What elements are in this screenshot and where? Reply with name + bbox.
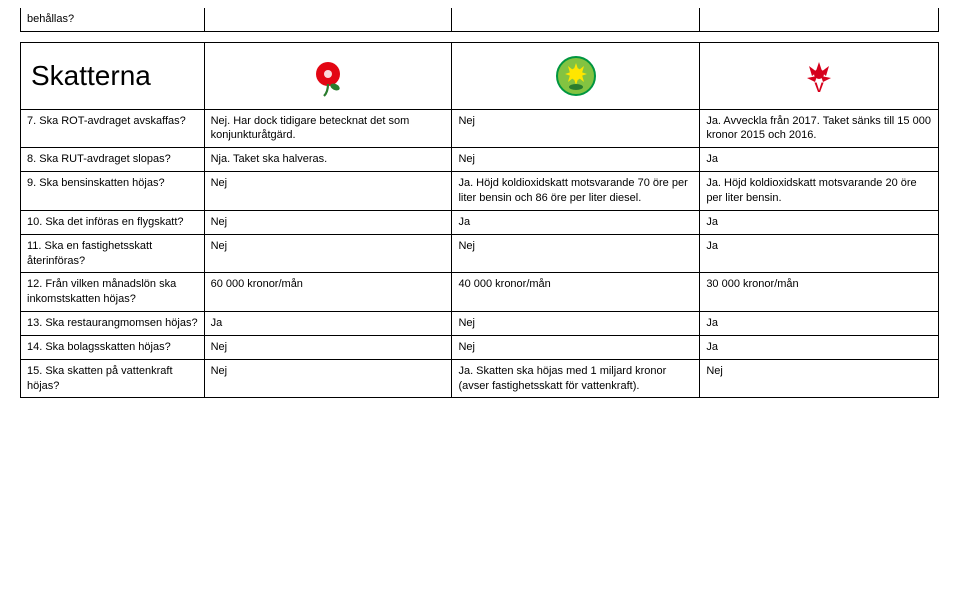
- party-mp-cell: [452, 42, 700, 109]
- svg-text:V: V: [814, 79, 824, 95]
- party-v-cell: V: [700, 42, 939, 109]
- dandelion-icon: [554, 54, 598, 98]
- answer-cell: Ja. Skatten ska höjas med 1 miljard kron…: [452, 359, 700, 398]
- answer-cell: Nej: [204, 234, 452, 273]
- answer-cell: Ja: [700, 335, 939, 359]
- party-s-cell: [204, 42, 452, 109]
- answer-cell: Nej: [452, 109, 700, 148]
- answer-cell: Ja: [204, 312, 452, 336]
- header-row: Skatterna: [21, 42, 939, 109]
- answer-cell: Nej: [700, 359, 939, 398]
- question-cell: 15. Ska skatten på vattenkraft höjas?: [21, 359, 205, 398]
- answer-cell: 60 000 kronor/mån: [204, 273, 452, 312]
- fragment-row: behållas?: [21, 8, 939, 31]
- table-row: 8. Ska RUT-avdraget slopas? Nja. Taket s…: [21, 148, 939, 172]
- answer-cell: Nej: [204, 210, 452, 234]
- question-cell: 8. Ska RUT-avdraget slopas?: [21, 148, 205, 172]
- question-cell: 11. Ska en fastighetsskatt återinföras?: [21, 234, 205, 273]
- answer-cell: Ja: [452, 210, 700, 234]
- answer-cell: Nja. Taket ska halveras.: [204, 148, 452, 172]
- rose-icon: [306, 54, 350, 98]
- fragment-q: behållas?: [21, 8, 205, 31]
- answer-cell: Ja: [700, 312, 939, 336]
- answer-cell: Nej: [204, 172, 452, 211]
- table-row: 10. Ska det införas en flygskatt? Nej Ja…: [21, 210, 939, 234]
- answer-cell: Nej: [204, 335, 452, 359]
- main-table: Skatterna: [20, 42, 939, 399]
- answer-cell: Nej. Har dock tidigare betecknat det som…: [204, 109, 452, 148]
- answer-cell: Ja: [700, 148, 939, 172]
- answer-cell: 40 000 kronor/mån: [452, 273, 700, 312]
- answer-cell: 30 000 kronor/mån: [700, 273, 939, 312]
- question-cell: 13. Ska restaurangmomsen höjas?: [21, 312, 205, 336]
- table-row: 11. Ska en fastighetsskatt återinföras? …: [21, 234, 939, 273]
- answer-cell: Ja: [700, 210, 939, 234]
- answer-cell: Ja. Höjd koldioxidskatt motsvarande 20 ö…: [700, 172, 939, 211]
- table-row: 7. Ska ROT-avdraget avskaffas? Nej. Har …: [21, 109, 939, 148]
- table-row: 13. Ska restaurangmomsen höjas? Ja Nej J…: [21, 312, 939, 336]
- table-row: 9. Ska bensinskatten höjas? Nej Ja. Höjd…: [21, 172, 939, 211]
- answer-cell: Nej: [452, 312, 700, 336]
- fragment-a2: [452, 8, 700, 31]
- answer-cell: Ja. Avveckla från 2017. Taket sänks till…: [700, 109, 939, 148]
- answer-cell: Nej: [452, 234, 700, 273]
- question-cell: 14. Ska bolagsskatten höjas?: [21, 335, 205, 359]
- fragment-table: behållas?: [20, 8, 939, 32]
- question-cell: 7. Ska ROT-avdraget avskaffas?: [21, 109, 205, 148]
- table-row: 12. Från vilken månadslön ska inkomstska…: [21, 273, 939, 312]
- section-title: Skatterna: [21, 42, 205, 109]
- table-row: 14. Ska bolagsskatten höjas? Nej Nej Ja: [21, 335, 939, 359]
- answer-cell: Nej: [204, 359, 452, 398]
- question-cell: 10. Ska det införas en flygskatt?: [21, 210, 205, 234]
- question-cell: 9. Ska bensinskatten höjas?: [21, 172, 205, 211]
- answer-cell: Nej: [452, 148, 700, 172]
- table-row: 15. Ska skatten på vattenkraft höjas? Ne…: [21, 359, 939, 398]
- answer-cell: Ja: [700, 234, 939, 273]
- question-cell: 12. Från vilken månadslön ska inkomstska…: [21, 273, 205, 312]
- answer-cell: Ja. Höjd koldioxidskatt motsvarande 70 ö…: [452, 172, 700, 211]
- carnation-icon: V: [797, 54, 841, 98]
- fragment-a1: [204, 8, 452, 31]
- fragment-a3: [700, 8, 939, 31]
- answer-cell: Nej: [452, 335, 700, 359]
